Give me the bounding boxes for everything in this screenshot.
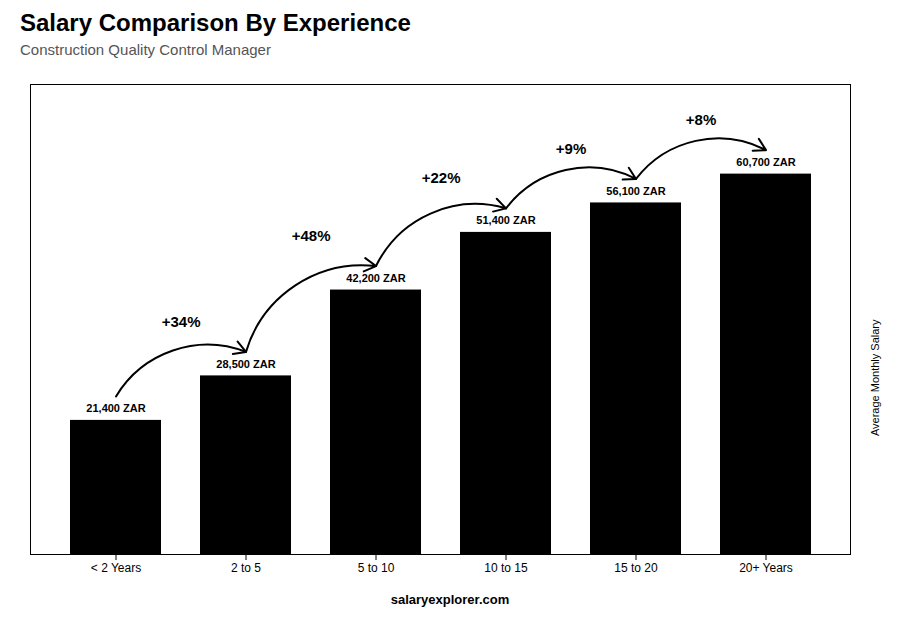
svg-text:+48%: +48% (292, 227, 331, 244)
svg-text:15 to 20: 15 to 20 (614, 561, 658, 575)
svg-text:20+ Years: 20+ Years (739, 561, 793, 575)
svg-text:+34%: +34% (162, 313, 201, 330)
svg-text:28,500 ZAR: 28,500 ZAR (216, 358, 275, 370)
svg-text:21,400 ZAR: 21,400 ZAR (86, 402, 145, 414)
svg-text:+9%: +9% (556, 140, 586, 157)
svg-text:< 2 Years: < 2 Years (91, 561, 141, 575)
svg-text:5 to 10: 5 to 10 (358, 561, 395, 575)
svg-text:10 to 15: 10 to 15 (484, 561, 528, 575)
html-text:salaryexplorer.com: salaryexplorer.com (390, 592, 510, 607)
html-text:Salary Comparison By Experienc: Salary Comparison By Experience (20, 9, 411, 36)
svg-text:56,100 ZAR: 56,100 ZAR (606, 185, 665, 197)
svg-text:2 to 5: 2 to 5 (231, 561, 261, 575)
svg-text:42,200 ZAR: 42,200 ZAR (346, 272, 405, 284)
svg-text:51,400 ZAR: 51,400 ZAR (476, 214, 535, 226)
svg-text:60,700 ZAR: 60,700 ZAR (736, 156, 795, 168)
svg-text:+22%: +22% (422, 169, 461, 186)
svg-text:+8%: +8% (686, 111, 716, 128)
html-text:Construction Quality Control M: Construction Quality Control Manager (20, 41, 271, 58)
svg-text:Average Monthly Salary: Average Monthly Salary (869, 319, 881, 436)
